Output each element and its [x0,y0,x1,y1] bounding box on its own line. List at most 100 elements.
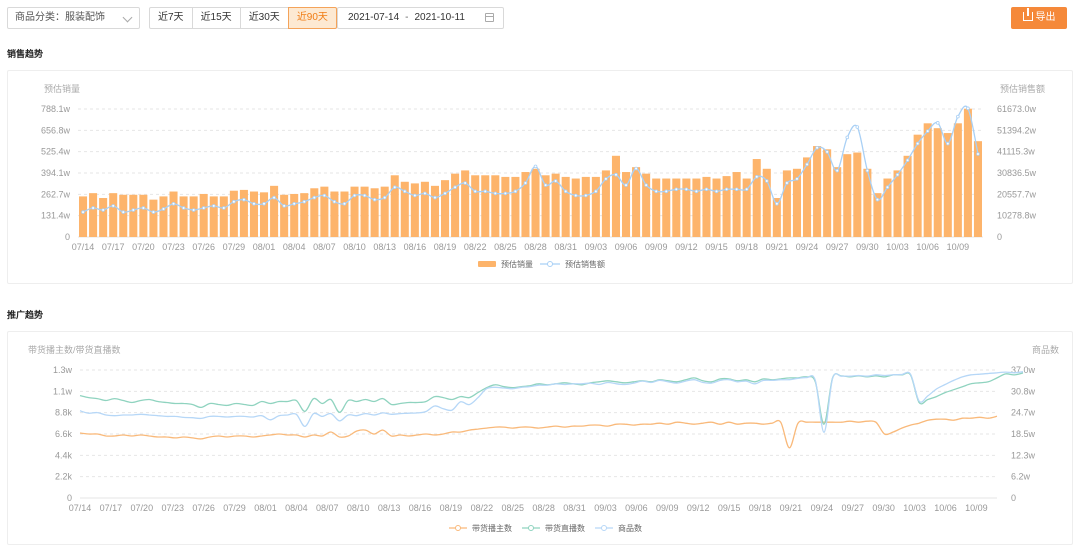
bar-estimated-volume [561,176,570,237]
line-point-estimated-sales [382,195,387,200]
bar-estimated-volume [662,178,671,237]
bar-estimated-volume [501,176,510,237]
y2-axis-label: 商品数 [1032,344,1059,355]
date-range-picker[interactable]: 2021-07-14-2021-10-11 [337,7,504,29]
range-15-days-button[interactable]: 近15天 [191,7,241,29]
x-tick-label: 09/18 [735,242,758,252]
bar-estimated-volume [863,168,872,237]
y-tick-label: 2.2k [55,472,73,482]
line-point-estimated-sales [946,141,950,146]
line-point-estimated-sales [614,172,618,177]
bar-estimated-volume [953,123,962,237]
line-point-estimated-sales [573,193,578,198]
export-button[interactable]: 导出 [1011,7,1067,29]
line-point-estimated-sales [272,195,276,200]
promotion-trend-panel: 0 0 2.2k 6.2w 4.4k 12.3w 6.6k 18.5w 8.8k 24.7w 1.1… [7,331,1073,545]
line-point-estimated-sales [895,172,900,177]
bar-estimated-volume [360,186,369,237]
bar-estimated-volume [541,175,550,237]
bar-estimated-volume [551,173,560,237]
legend-swatch-volume [478,261,496,267]
y2-tick-label: 37.0w [1011,365,1036,375]
line-point-estimated-sales [332,199,337,204]
bar-estimated-volume [179,196,188,237]
bar-estimated-volume [491,175,500,237]
line-point-estimated-sales [81,210,85,214]
range-90-days-button[interactable]: 近90天 [287,7,337,29]
promotion-trend-chart: 0 0 2.2k 6.2w 4.4k 12.3w 6.6k 18.5w 8.8k 24.7w 1.1… [28,344,1059,533]
bar-estimated-volume [260,192,269,237]
line-point-estimated-sales [523,181,528,185]
bar-estimated-volume [591,176,600,237]
x-tick-label: 09/09 [656,503,679,513]
bar-estimated-volume [682,178,691,237]
line-point-estimated-sales [473,189,477,194]
legend-anchor-count-label: 带货播主数 [472,523,512,533]
y2-tick-label: 12.3w [1011,450,1036,460]
x-tick-label: 08/01 [253,242,276,252]
bar-estimated-volume [461,170,470,237]
line-point-estimated-sales [674,187,679,192]
range-7-days-button[interactable]: 近7天 [149,7,193,29]
bar-estimated-volume [843,154,852,237]
bar-estimated-volume [280,194,289,237]
y-tick-label: 394.1w [41,168,71,178]
y-tick-label: 0 [65,232,70,242]
line-point-estimated-sales [734,187,739,192]
line-point-estimated-sales [292,201,296,206]
bar-estimated-volume [521,172,530,237]
x-tick-label: 08/31 [563,503,586,513]
legend-product-count-label: 商品数 [618,523,642,533]
bar-estimated-volume [229,190,238,237]
x-tick-label: 08/19 [440,503,463,513]
line-point-estimated-sales [493,191,498,196]
bar-estimated-volume [923,123,932,237]
line-point-estimated-sales [222,206,226,210]
bar-estimated-volume [531,168,540,237]
x-tick-label: 09/21 [780,503,803,513]
y2-tick-label: 10278.8w [997,211,1037,221]
line-point-estimated-sales [976,152,980,156]
date-range-quick-tabs: 近7天 近15天 近30天 近90天 [149,7,337,29]
bar-estimated-volume [813,146,822,237]
bar-estimated-volume [933,128,942,237]
x-tick-label: 09/03 [594,503,617,513]
x-tick-label: 08/04 [283,242,306,252]
line-point-estimated-sales [805,162,809,167]
bar-estimated-volume [943,133,952,237]
line-point-estimated-sales [171,201,176,206]
x-tick-label: 09/21 [766,242,789,252]
bar-estimated-volume [350,186,359,237]
export-icon [1022,8,1033,21]
line-point-estimated-sales [815,145,819,150]
line-point-estimated-sales [513,189,518,194]
bar-estimated-volume [310,188,319,237]
line-point-estimated-sales [161,207,166,211]
chevron-down-icon [122,12,133,23]
calendar-icon [485,13,494,22]
x-tick-label: 10/06 [916,242,939,252]
x-tick-label: 07/14 [72,242,95,252]
bar-estimated-volume [571,178,580,237]
line-point-estimated-sales [855,125,860,129]
line-point-estimated-sales [191,208,196,212]
y-tick-label: 788.1w [41,104,71,114]
bar-estimated-volume [471,175,480,237]
x-tick-label: 10/09 [965,503,988,513]
y2-tick-label: 24.7w [1011,408,1036,418]
toolbar: 商品分类：服装配饰 近7天 近15天 近30天 近90天 2021-07-14-… [7,7,1073,30]
bar-estimated-volume [390,175,399,237]
category-select[interactable]: 商品分类：服装配饰 [7,7,140,29]
bar-estimated-volume [792,168,801,237]
bar-estimated-volume [742,178,751,237]
line-point-estimated-sales [624,183,628,187]
bar-estimated-volume [169,191,178,237]
line-point-estimated-sales [111,204,115,208]
bar-estimated-volume [149,199,158,237]
x-tick-label: 08/31 [554,242,577,252]
line-point-estimated-sales [825,150,829,154]
range-30-days-button[interactable]: 近30天 [239,7,289,29]
sales-trend-panel: 0 0 131.4w 10278.8w 262.7w 20557.7w 394.1w 3083… [7,70,1073,284]
line-point-estimated-sales [121,210,126,214]
sales-trend-chart: 0 0 131.4w 10278.8w 262.7w 20557.7w 394.1w 3083… [41,83,1045,269]
